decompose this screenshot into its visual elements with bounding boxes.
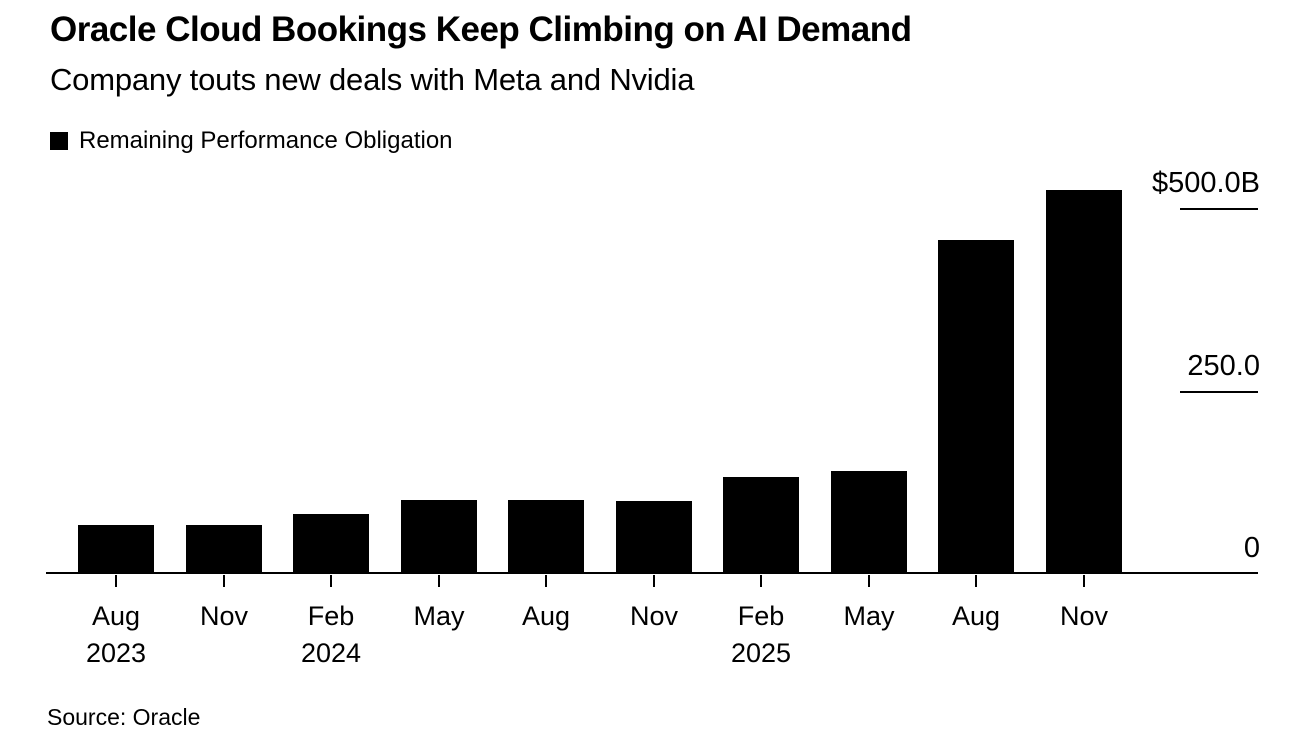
y-axis-label: 0 [1243,532,1260,564]
x-axis-label: Nov [629,601,678,631]
chart-title: Oracle Cloud Bookings Keep Climbing on A… [50,10,912,49]
legend-label: Remaining Performance Obligation [79,127,453,154]
x-axis-label: Nov [1059,601,1108,631]
x-axis-tick [760,575,762,587]
bar [78,525,154,572]
y-axis-tick-line [1180,391,1258,393]
chart-subtitle: Company touts new deals with Meta and Nv… [50,62,695,97]
x-axis-tick [115,575,117,587]
legend-swatch-icon [50,132,68,150]
x-axis-label: Aug [521,601,571,631]
bar [616,501,692,572]
x-axis-tick [330,575,332,587]
bar [1046,190,1122,572]
x-axis-tick [653,575,655,587]
x-axis-tick [1083,575,1085,587]
bar [401,500,477,572]
bar [831,471,907,572]
x-axis-label: Aug 2023 [85,601,147,668]
bar [293,514,369,572]
legend: Remaining Performance Obligation [50,127,453,154]
y-axis-label: 250.0 [1187,350,1260,382]
y-axis-tick-line [1180,208,1258,210]
x-axis-tick [868,575,870,587]
x-axis-tick [975,575,977,587]
x-axis-line [46,572,1258,574]
x-axis-label: Feb 2025 [730,601,792,668]
bar [938,240,1014,572]
x-axis-tick [438,575,440,587]
x-axis-label: May [843,601,895,631]
bar [508,500,584,572]
x-axis-label: Aug [951,601,1001,631]
x-axis-tick [223,575,225,587]
bar [186,525,262,572]
bar [723,477,799,572]
x-axis-label: Feb 2024 [300,601,362,668]
y-axis-label: $500.0B [1151,167,1260,199]
x-axis-tick [545,575,547,587]
x-axis-label: May [413,601,465,631]
x-axis-label: Nov [199,601,248,631]
source-note: Source: Oracle [47,704,201,730]
